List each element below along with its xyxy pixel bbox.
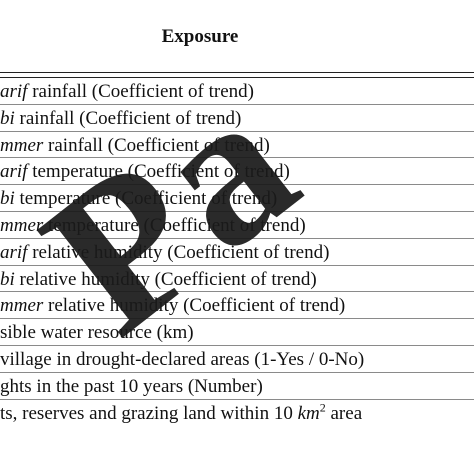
- table-row: mmer relative humidity (Coefficient of t…: [0, 292, 474, 320]
- table-row: arif relative humidity (Coefficient of t…: [0, 239, 474, 266]
- table-row: ts, reserves and grazing land within 10 …: [0, 400, 363, 424]
- table-row: ghts in the past 10 years (Number): [0, 373, 474, 400]
- table-row: arif temperature (Coefficient of trend): [0, 158, 474, 186]
- table-row: mmer rainfall (Coefficient of trend): [0, 132, 474, 159]
- header-bottom-rule: [0, 77, 474, 78]
- column-header-exposure: Exposure: [161, 26, 239, 47]
- table-row: bi temperature (Coefficient of trend): [0, 185, 474, 212]
- table-row: bi rainfall (Coefficient of trend): [0, 105, 474, 132]
- table-row: sible water resource (km): [0, 319, 474, 346]
- table-row: arif rainfall (Coefficient of trend): [0, 78, 474, 105]
- indicator-rows: arif rainfall (Coefficient of trend) bi …: [0, 78, 474, 426]
- header-top-rule: [0, 72, 474, 73]
- table-row: mmer temperature (Coefficient of trend): [0, 212, 474, 239]
- table-row: bi relative humidity (Coefficient of tre…: [0, 266, 474, 293]
- table-row: village in drought-declared areas (1-Yes…: [0, 346, 474, 373]
